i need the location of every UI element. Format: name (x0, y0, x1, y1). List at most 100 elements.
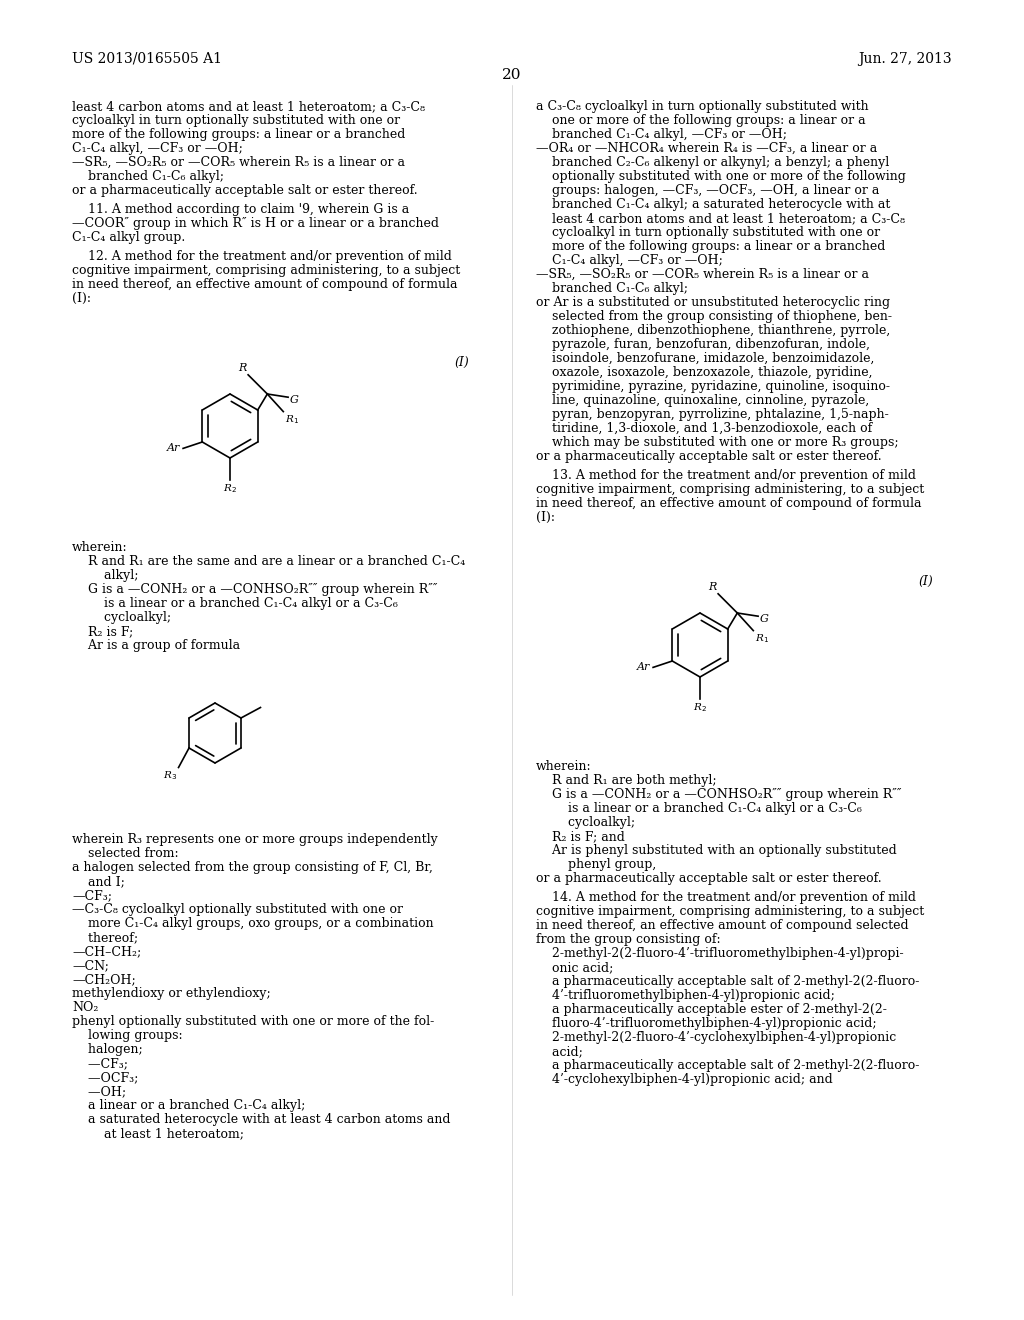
Text: acid;: acid; (536, 1045, 583, 1059)
Text: R$_2$: R$_2$ (693, 701, 707, 714)
Text: more of the following groups: a linear or a branched: more of the following groups: a linear o… (72, 128, 406, 141)
Text: phenyl group,: phenyl group, (536, 858, 656, 871)
Text: branched C₂-C₆ alkenyl or alkynyl; a benzyl; a phenyl: branched C₂-C₆ alkenyl or alkynyl; a ben… (536, 156, 889, 169)
Text: cognitive impairment, comprising administering, to a subject: cognitive impairment, comprising adminis… (72, 264, 460, 277)
Text: R: R (708, 582, 716, 591)
Text: or Ar is a substituted or unsubstituted heterocyclic ring: or Ar is a substituted or unsubstituted … (536, 296, 890, 309)
Text: wherein:: wherein: (536, 760, 592, 774)
Text: selected from:: selected from: (72, 847, 178, 861)
Text: in need thereof, an effective amount of compound selected: in need thereof, an effective amount of … (536, 919, 908, 932)
Text: methylendioxy or ethylendioxy;: methylendioxy or ethylendioxy; (72, 987, 270, 1001)
Text: a halogen selected from the group consisting of F, Cl, Br,: a halogen selected from the group consis… (72, 861, 433, 874)
Text: R$_2$: R$_2$ (223, 482, 237, 495)
Text: cycloalkyl;: cycloalkyl; (72, 611, 171, 624)
Text: R and R₁ are the same and are a linear or a branched C₁-C₄: R and R₁ are the same and are a linear o… (72, 554, 465, 568)
Text: —CF₃;: —CF₃; (72, 1057, 128, 1071)
Text: alkyl;: alkyl; (72, 569, 138, 582)
Text: R$_1$: R$_1$ (286, 413, 299, 426)
Text: halogen;: halogen; (72, 1043, 142, 1056)
Text: from the group consisting of:: from the group consisting of: (536, 933, 721, 946)
Text: a linear or a branched C₁-C₄ alkyl;: a linear or a branched C₁-C₄ alkyl; (72, 1100, 305, 1111)
Text: C₁-C₄ alkyl, —CF₃ or —OH;: C₁-C₄ alkyl, —CF₃ or —OH; (536, 253, 723, 267)
Text: cognitive impairment, comprising administering, to a subject: cognitive impairment, comprising adminis… (536, 483, 925, 496)
Text: G is a —CONH₂ or a —CONHSO₂R″″ group wherein R″″: G is a —CONH₂ or a —CONHSO₂R″″ group whe… (536, 788, 901, 801)
Text: a pharmaceutically acceptable salt of 2-methyl-2(2-fluoro-: a pharmaceutically acceptable salt of 2-… (536, 1059, 920, 1072)
Text: wherein:: wherein: (72, 541, 128, 554)
Text: R₂ is F;: R₂ is F; (72, 624, 133, 638)
Text: and I;: and I; (72, 875, 125, 888)
Text: G: G (290, 395, 299, 405)
Text: branched C₁-C₆ alkyl;: branched C₁-C₆ alkyl; (72, 170, 224, 183)
Text: C₁-C₄ alkyl, —CF₃ or —OH;: C₁-C₄ alkyl, —CF₃ or —OH; (72, 143, 243, 154)
Text: at least 1 heteroatom;: at least 1 heteroatom; (72, 1127, 244, 1140)
Text: which may be substituted with one or more R₃ groups;: which may be substituted with one or mor… (536, 436, 899, 449)
Text: thereof;: thereof; (72, 931, 138, 944)
Text: cognitive impairment, comprising administering, to a subject: cognitive impairment, comprising adminis… (536, 906, 925, 917)
Text: 4’-trifluoromethylbiphen-4-yl)propionic acid;: 4’-trifluoromethylbiphen-4-yl)propionic … (536, 989, 835, 1002)
Text: —COOR″ group in which R″ is H or a linear or a branched: —COOR″ group in which R″ is H or a linea… (72, 216, 439, 230)
Text: pyrimidine, pyrazine, pyridazine, quinoline, isoquino-: pyrimidine, pyrazine, pyridazine, quinol… (536, 380, 890, 393)
Text: a pharmaceutically acceptable ester of 2-methyl-2(2-: a pharmaceutically acceptable ester of 2… (536, 1003, 887, 1016)
Text: 2-methyl-2(2-fluoro-4’-trifluoromethylbiphen-4-yl)propi-: 2-methyl-2(2-fluoro-4’-trifluoromethylbi… (536, 946, 903, 960)
Text: G: G (760, 614, 769, 624)
Text: is a linear or a branched C₁-C₄ alkyl or a C₃-C₆: is a linear or a branched C₁-C₄ alkyl or… (536, 803, 862, 814)
Text: tiridine, 1,3-dioxole, and 1,3-benzodioxole, each of: tiridine, 1,3-dioxole, and 1,3-benzodiox… (536, 422, 872, 436)
Text: more C₁-C₄ alkyl groups, oxo groups, or a combination: more C₁-C₄ alkyl groups, oxo groups, or … (72, 917, 433, 931)
Text: line, quinazoline, quinoxaline, cinnoline, pyrazole,: line, quinazoline, quinoxaline, cinnolin… (536, 393, 869, 407)
Text: 13. A method for the treatment and/or prevention of mild: 13. A method for the treatment and/or pr… (536, 469, 916, 482)
Text: oxazole, isoxazole, benzoxazole, thiazole, pyridine,: oxazole, isoxazole, benzoxazole, thiazol… (536, 366, 872, 379)
Text: C₁-C₄ alkyl group.: C₁-C₄ alkyl group. (72, 231, 185, 244)
Text: a pharmaceutically acceptable salt of 2-methyl-2(2-fluoro-: a pharmaceutically acceptable salt of 2-… (536, 975, 920, 987)
Text: onic acid;: onic acid; (536, 961, 613, 974)
Text: phenyl optionally substituted with one or more of the fol-: phenyl optionally substituted with one o… (72, 1015, 434, 1028)
Text: is a linear or a branched C₁-C₄ alkyl or a C₃-C₆: is a linear or a branched C₁-C₄ alkyl or… (72, 597, 398, 610)
Text: Ar: Ar (637, 663, 650, 672)
Text: pyrazole, furan, benzofuran, dibenzofuran, indole,: pyrazole, furan, benzofuran, dibenzofura… (536, 338, 870, 351)
Text: or a pharmaceutically acceptable salt or ester thereof.: or a pharmaceutically acceptable salt or… (536, 873, 882, 884)
Text: zothiophene, dibenzothiophene, thianthrene, pyrrole,: zothiophene, dibenzothiophene, thianthre… (536, 323, 890, 337)
Text: in need thereof, an effective amount of compound of formula: in need thereof, an effective amount of … (72, 279, 458, 290)
Text: branched C₁-C₄ alkyl, —CF₃ or —OH;: branched C₁-C₄ alkyl, —CF₃ or —OH; (536, 128, 787, 141)
Text: R$_1$: R$_1$ (756, 632, 769, 645)
Text: 14. A method for the treatment and/or prevention of mild: 14. A method for the treatment and/or pr… (536, 891, 916, 904)
Text: —OCF₃;: —OCF₃; (72, 1071, 138, 1084)
Text: (I): (I) (918, 576, 933, 587)
Text: (I):: (I): (536, 511, 555, 524)
Text: isoindole, benzofurane, imidazole, benzoimidazole,: isoindole, benzofurane, imidazole, benzo… (536, 352, 874, 366)
Text: Ar: Ar (167, 444, 180, 453)
Text: —OH;: —OH; (72, 1085, 126, 1098)
Text: —CN;: —CN; (72, 960, 109, 972)
Text: optionally substituted with one or more of the following: optionally substituted with one or more … (536, 170, 906, 183)
Text: —OR₄ or —NHCOR₄ wherein R₄ is —CF₃, a linear or a: —OR₄ or —NHCOR₄ wherein R₄ is —CF₃, a li… (536, 143, 878, 154)
Text: —C₃-C₈ cycloalkyl optionally substituted with one or: —C₃-C₈ cycloalkyl optionally substituted… (72, 903, 403, 916)
Text: branched C₁-C₆ alkyl;: branched C₁-C₆ alkyl; (536, 282, 688, 294)
Text: or a pharmaceutically acceptable salt or ester thereof.: or a pharmaceutically acceptable salt or… (536, 450, 882, 463)
Text: least 4 carbon atoms and at least 1 heteroatom; a C₃-C₈: least 4 carbon atoms and at least 1 hete… (72, 100, 425, 114)
Text: cycloalkyl in turn optionally substituted with one or: cycloalkyl in turn optionally substitute… (72, 114, 400, 127)
Text: groups: halogen, —CF₃, —OCF₃, —OH, a linear or a: groups: halogen, —CF₃, —OCF₃, —OH, a lin… (536, 183, 880, 197)
Text: —SR₅, —SO₂R₅ or —COR₅ wherein R₅ is a linear or a: —SR₅, —SO₂R₅ or —COR₅ wherein R₅ is a li… (72, 156, 406, 169)
Text: or a pharmaceutically acceptable salt or ester thereof.: or a pharmaceutically acceptable salt or… (72, 183, 418, 197)
Text: —SR₅, —SO₂R₅ or —COR₅ wherein R₅ is a linear or a: —SR₅, —SO₂R₅ or —COR₅ wherein R₅ is a li… (536, 268, 869, 281)
Text: —CH–CH₂;: —CH–CH₂; (72, 945, 141, 958)
Text: 2-methyl-2(2-fluoro-4’-cyclohexylbiphen-4-yl)propionic: 2-methyl-2(2-fluoro-4’-cyclohexylbiphen-… (536, 1031, 896, 1044)
Text: pyran, benzopyran, pyrrolizine, phtalazine, 1,5-naph-: pyran, benzopyran, pyrrolizine, phtalazi… (536, 408, 889, 421)
Text: Ar is a group of formula: Ar is a group of formula (72, 639, 240, 652)
Text: more of the following groups: a linear or a branched: more of the following groups: a linear o… (536, 240, 886, 253)
Text: US 2013/0165505 A1: US 2013/0165505 A1 (72, 51, 222, 66)
Text: least 4 carbon atoms and at least 1 heteroatom; a C₃-C₈: least 4 carbon atoms and at least 1 hete… (536, 213, 905, 224)
Text: 11. A method according to claim '9, wherein G is a: 11. A method according to claim '9, wher… (72, 203, 410, 216)
Text: NO₂: NO₂ (72, 1001, 98, 1014)
Text: G is a —CONH₂ or a —CONHSO₂R″″ group wherein R″″: G is a —CONH₂ or a —CONHSO₂R″″ group whe… (72, 583, 437, 597)
Text: a saturated heterocycle with at least 4 carbon atoms and: a saturated heterocycle with at least 4 … (72, 1113, 451, 1126)
Text: lowing groups:: lowing groups: (72, 1030, 182, 1041)
Text: fluoro-4’-trifluoromethylbiphen-4-yl)propionic acid;: fluoro-4’-trifluoromethylbiphen-4-yl)pro… (536, 1016, 877, 1030)
Text: R$_3$: R$_3$ (164, 770, 177, 783)
Text: R and R₁ are both methyl;: R and R₁ are both methyl; (536, 774, 717, 787)
Text: (I): (I) (454, 356, 469, 370)
Text: cycloalkyl in turn optionally substituted with one or: cycloalkyl in turn optionally substitute… (536, 226, 880, 239)
Text: one or more of the following groups: a linear or a: one or more of the following groups: a l… (536, 114, 865, 127)
Text: —CF₃;: —CF₃; (72, 888, 112, 902)
Text: cycloalkyl;: cycloalkyl; (536, 816, 635, 829)
Text: Ar is phenyl substituted with an optionally substituted: Ar is phenyl substituted with an optiona… (536, 843, 897, 857)
